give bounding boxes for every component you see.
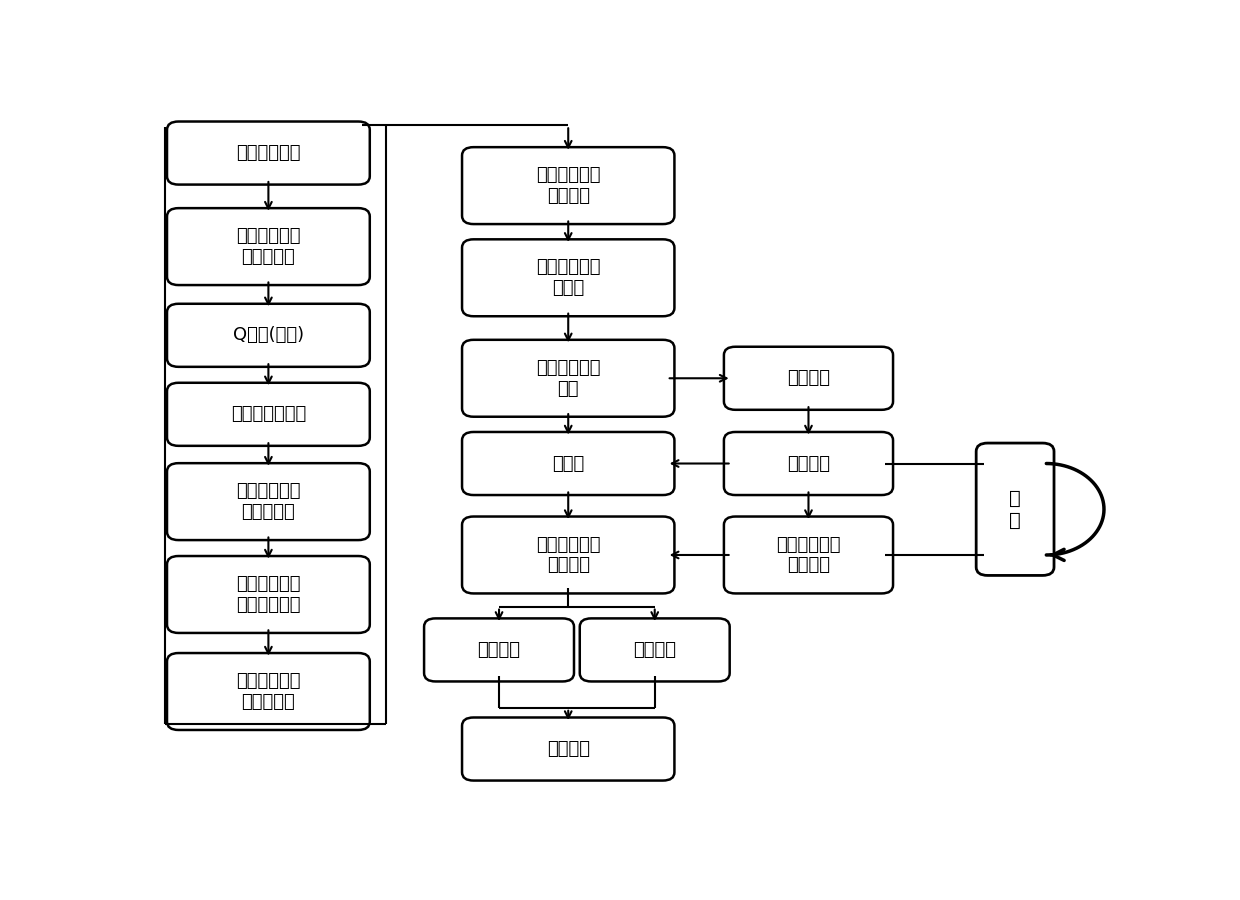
Text: 规则噪声及异
常能量压制: 规则噪声及异 常能量压制 xyxy=(236,672,300,711)
Text: 子波整形: 子波整形 xyxy=(547,740,590,758)
FancyBboxPatch shape xyxy=(167,464,370,540)
Text: 子波整形: 子波整形 xyxy=(787,369,830,387)
FancyBboxPatch shape xyxy=(167,556,370,633)
FancyBboxPatch shape xyxy=(463,717,675,780)
FancyBboxPatch shape xyxy=(463,239,675,316)
Text: 水平叠加: 水平叠加 xyxy=(477,641,521,659)
Text: 确定性鬼波预
测反褶积: 确定性鬼波预 测反褶积 xyxy=(536,166,600,205)
Text: 地表一致性振
幅补偿: 地表一致性振 幅补偿 xyxy=(536,258,600,297)
Text: 反射波剩余静
校正计算: 反射波剩余静 校正计算 xyxy=(776,536,841,574)
Text: 速度拾取: 速度拾取 xyxy=(787,454,830,472)
FancyBboxPatch shape xyxy=(724,517,893,593)
Text: 叠前偏移: 叠前偏移 xyxy=(634,641,676,659)
Text: 地表一致性整
形脉冲反褶积: 地表一致性整 形脉冲反褶积 xyxy=(236,575,300,614)
Text: Q补偿(可选): Q补偿(可选) xyxy=(233,327,304,345)
Text: 迭
代: 迭 代 xyxy=(1009,489,1021,530)
Text: 反射波剩余静
校正应用: 反射波剩余静 校正应用 xyxy=(536,536,600,574)
FancyBboxPatch shape xyxy=(167,304,370,367)
Text: 动校正: 动校正 xyxy=(552,454,584,472)
FancyBboxPatch shape xyxy=(580,618,729,681)
FancyBboxPatch shape xyxy=(724,346,893,410)
FancyBboxPatch shape xyxy=(463,432,675,495)
Text: 规则噪声及异
常能量压制: 规则噪声及异 常能量压制 xyxy=(236,482,300,521)
Text: 多道脉冲反褶积: 多道脉冲反褶积 xyxy=(231,405,306,423)
FancyBboxPatch shape xyxy=(167,122,370,184)
FancyBboxPatch shape xyxy=(976,443,1054,575)
FancyBboxPatch shape xyxy=(167,653,370,730)
Text: 球面扩散补偿: 球面扩散补偿 xyxy=(236,144,300,162)
Text: 子波零相位化
处理: 子波零相位化 处理 xyxy=(536,359,600,398)
FancyBboxPatch shape xyxy=(463,340,675,417)
FancyBboxPatch shape xyxy=(463,517,675,593)
FancyBboxPatch shape xyxy=(463,148,675,224)
FancyBboxPatch shape xyxy=(167,208,370,285)
FancyBboxPatch shape xyxy=(424,618,574,681)
FancyBboxPatch shape xyxy=(724,432,893,495)
Text: 规则噪声及异
常能量压制: 规则噪声及异 常能量压制 xyxy=(236,227,300,266)
FancyBboxPatch shape xyxy=(167,382,370,446)
